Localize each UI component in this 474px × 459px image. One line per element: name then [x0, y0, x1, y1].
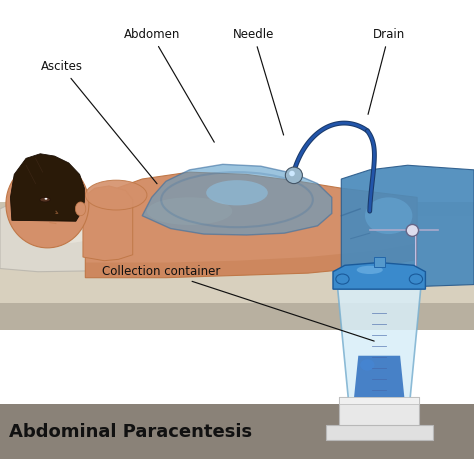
Circle shape [406, 224, 419, 236]
Ellipse shape [85, 180, 147, 210]
Bar [0, 202, 474, 216]
Ellipse shape [31, 179, 69, 220]
Polygon shape [0, 193, 142, 272]
Ellipse shape [19, 211, 104, 243]
Polygon shape [85, 172, 417, 278]
Polygon shape [142, 164, 332, 235]
Bar [0, 404, 474, 459]
Ellipse shape [147, 197, 232, 225]
Polygon shape [337, 289, 421, 399]
Polygon shape [10, 154, 84, 221]
Ellipse shape [206, 180, 268, 206]
Text: Abdominal Paracentesis: Abdominal Paracentesis [9, 423, 253, 441]
Polygon shape [83, 186, 133, 261]
Bar [0, 303, 474, 330]
Ellipse shape [336, 274, 349, 284]
Circle shape [289, 171, 295, 176]
Polygon shape [354, 356, 404, 397]
FancyBboxPatch shape [339, 397, 419, 431]
Text: Abdomen: Abdomen [124, 28, 214, 142]
Ellipse shape [365, 197, 412, 234]
Ellipse shape [45, 198, 47, 200]
Polygon shape [333, 263, 426, 289]
Text: Ascites: Ascites [41, 61, 157, 184]
Ellipse shape [360, 359, 374, 370]
Bar [339, 397, 419, 404]
Ellipse shape [6, 161, 89, 248]
Circle shape [285, 167, 302, 184]
Bar [374, 257, 385, 267]
Ellipse shape [75, 202, 86, 216]
Text: Collection container: Collection container [102, 265, 374, 341]
Bar [0, 202, 474, 303]
Ellipse shape [409, 274, 423, 284]
Text: Drain: Drain [368, 28, 405, 114]
Polygon shape [341, 165, 474, 287]
Text: Needle: Needle [233, 28, 283, 135]
Bar [0, 0, 474, 330]
Ellipse shape [356, 266, 383, 274]
Ellipse shape [40, 197, 50, 202]
Polygon shape [85, 243, 417, 278]
FancyBboxPatch shape [326, 425, 433, 440]
